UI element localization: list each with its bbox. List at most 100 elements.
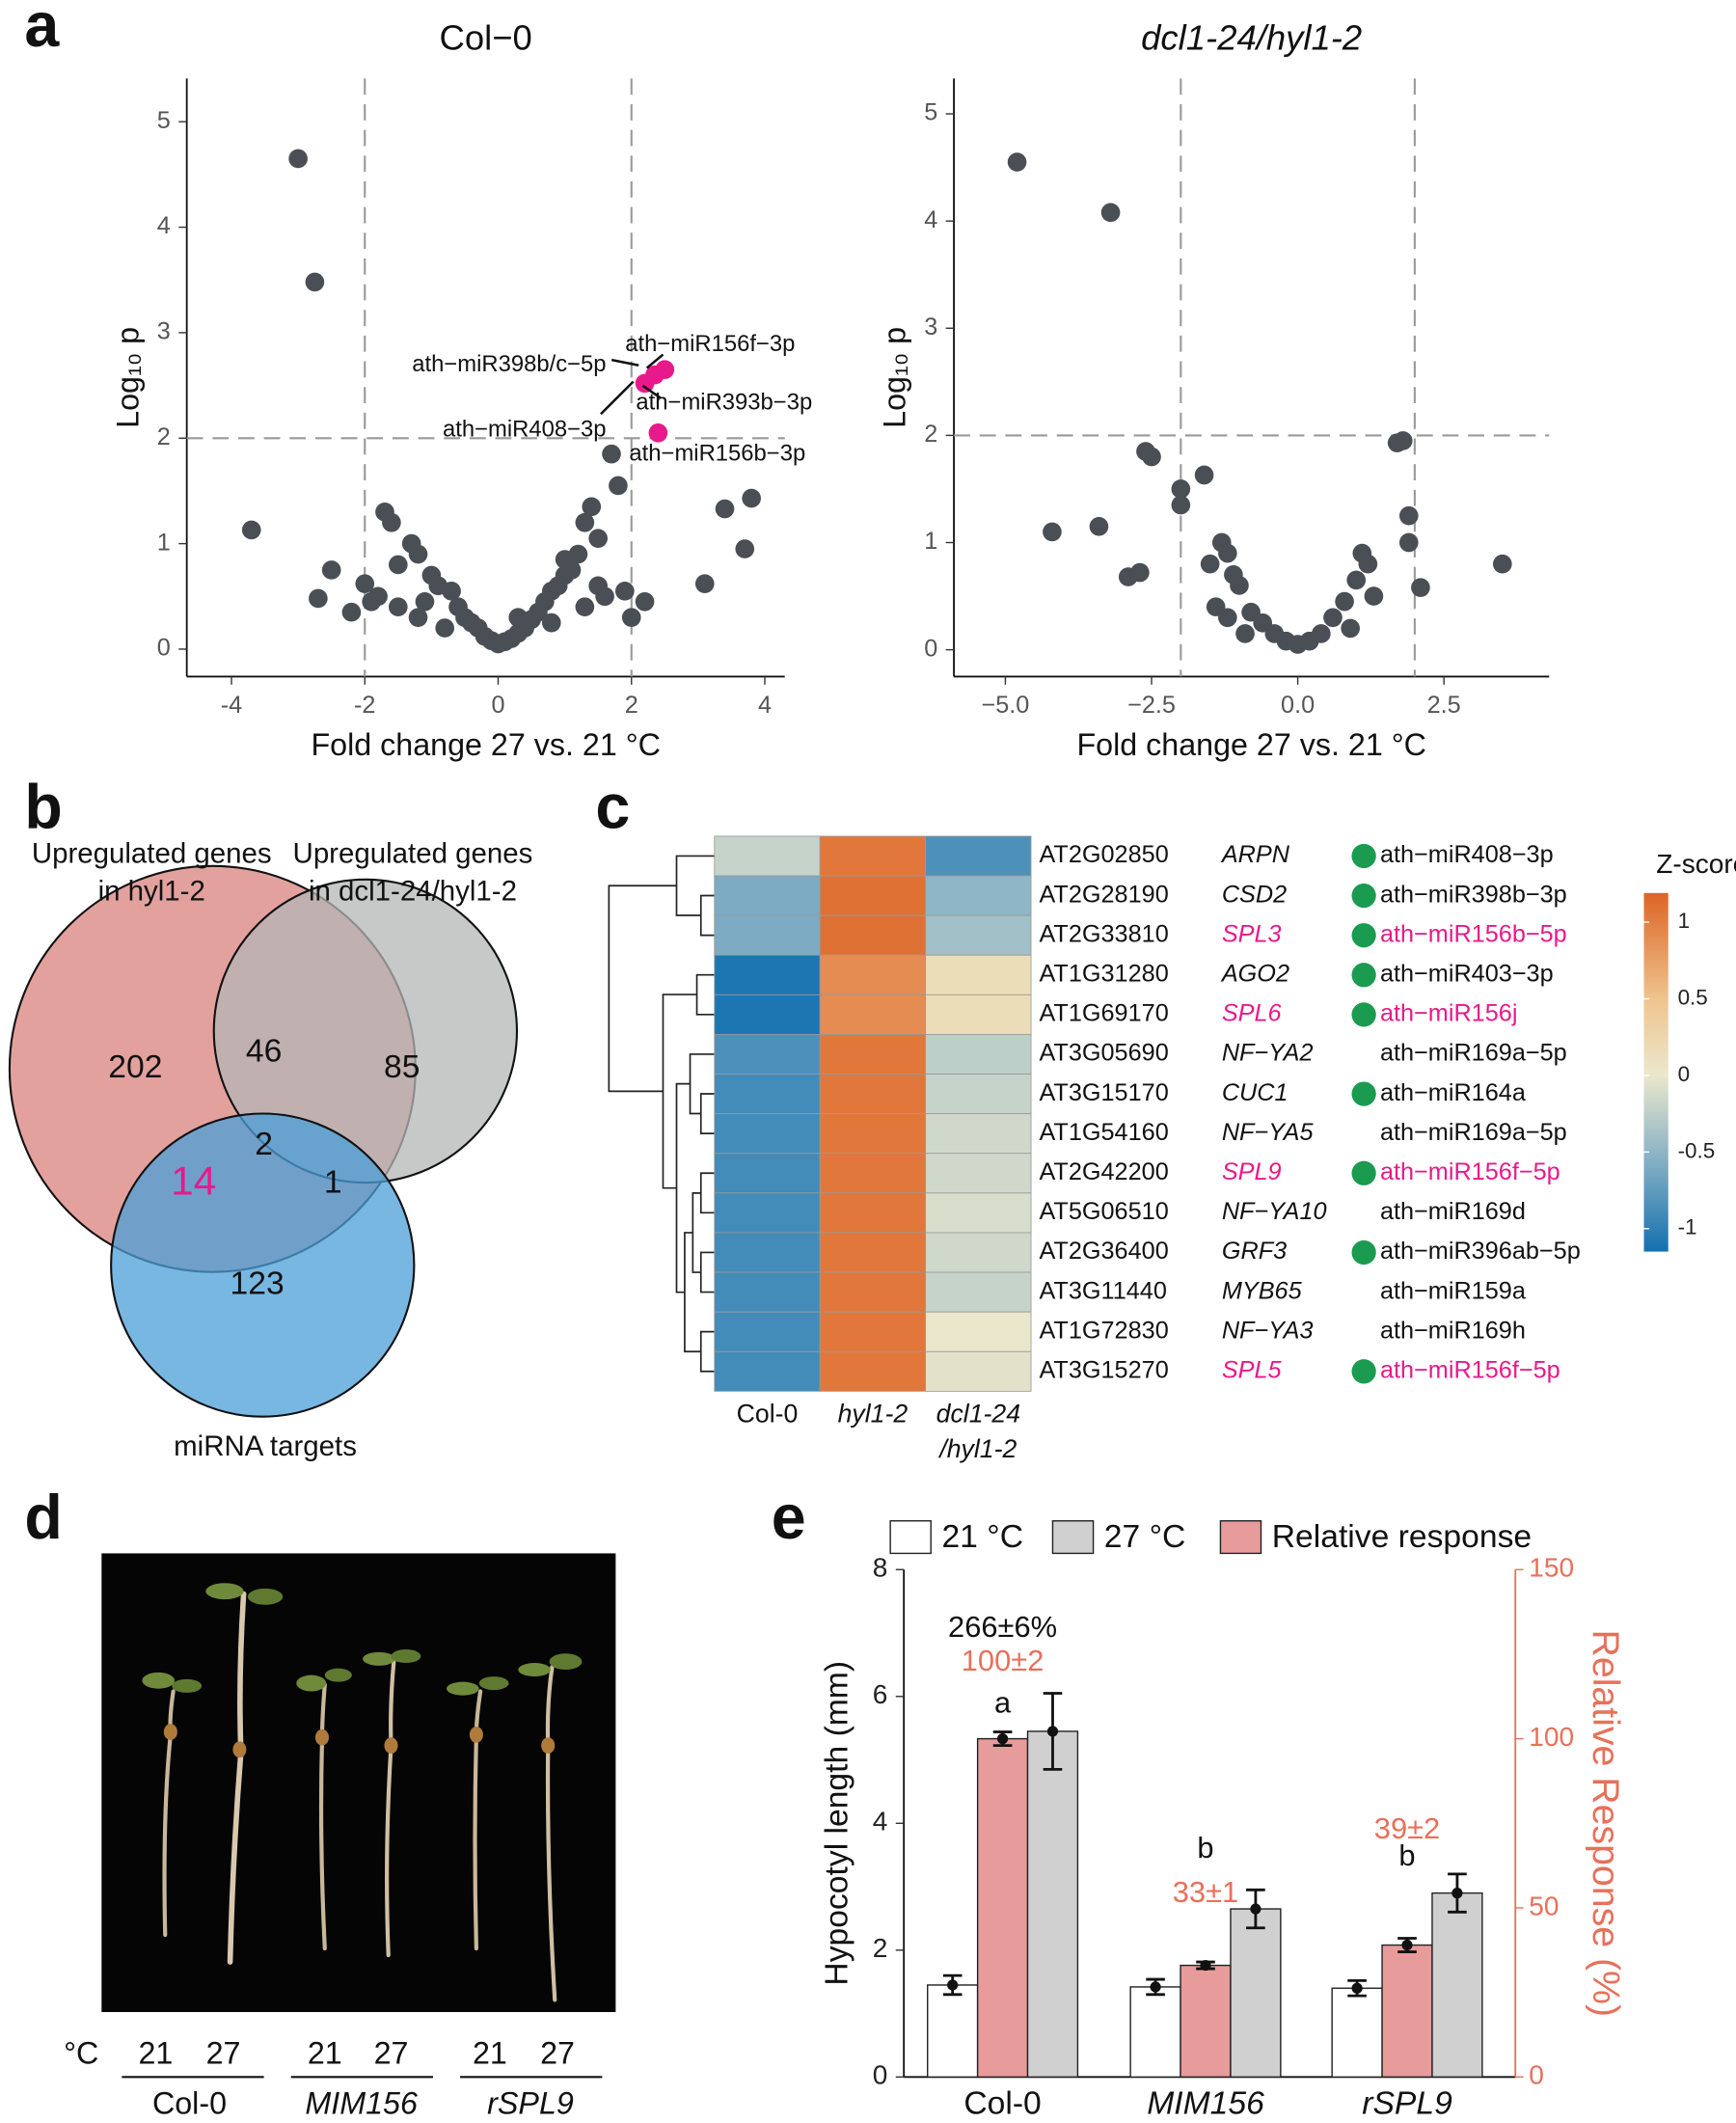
point — [1492, 554, 1512, 574]
temperature-label: 21 — [473, 2035, 507, 2070]
x-tick-label: -2 — [354, 692, 375, 719]
mean-dot — [947, 1979, 959, 1991]
target-dot — [1351, 843, 1376, 869]
heatmap-cell — [925, 993, 1032, 1035]
mean-dot — [1401, 1939, 1413, 1951]
annotation: ath−miR156b−3p — [629, 441, 805, 467]
point — [602, 444, 621, 464]
point — [575, 597, 595, 617]
legend-swatch — [889, 1520, 932, 1555]
y-tick-label: 2 — [924, 421, 937, 448]
point — [388, 597, 408, 617]
heatmap-cell — [714, 993, 821, 1035]
mirna: ath−miR156f−5p — [1380, 1158, 1560, 1185]
gene-name: GRF3 — [1222, 1238, 1287, 1265]
heatmap-cell — [819, 1271, 927, 1313]
heatmap-cell — [819, 1192, 927, 1234]
chart-title: Col−0 — [440, 18, 532, 58]
venn-count: 85 — [384, 1049, 420, 1085]
temperature-label: 27 — [374, 2035, 409, 2070]
legend-label: Relative response — [1272, 1519, 1532, 1555]
colorbar-tick-label: 0.5 — [1678, 985, 1708, 1009]
point — [575, 512, 595, 532]
point — [621, 608, 641, 627]
point — [1346, 570, 1367, 590]
x-tick-label: Col-0 — [963, 2086, 1041, 2122]
heatmap-cell — [714, 875, 821, 916]
venn-count: 123 — [231, 1266, 285, 1302]
point — [1323, 608, 1343, 628]
annotation-arrow — [645, 353, 665, 369]
heatmap-cell — [819, 875, 927, 916]
point — [715, 499, 735, 519]
mirna: ath−miR396ab−5p — [1380, 1238, 1581, 1265]
genotype-label: Col-0 — [152, 2085, 227, 2120]
venn-count: 14 — [171, 1158, 216, 1204]
gene-name: AGO2 — [1220, 960, 1289, 987]
gene-name: SPL9 — [1222, 1158, 1282, 1185]
heatmap-cell — [714, 1192, 821, 1234]
heatmap-cell — [819, 1153, 927, 1194]
colorbar-tick-label: -1 — [1678, 1215, 1697, 1239]
y-tick-label: 0 — [924, 635, 937, 662]
heatmap-cell — [714, 1311, 821, 1352]
point — [368, 586, 388, 607]
y-tick-label: 1 — [157, 529, 171, 556]
point — [305, 272, 325, 292]
y-tick-label: 6 — [873, 1679, 888, 1709]
point — [388, 555, 408, 575]
y2-tick-label: 50 — [1529, 1891, 1559, 1920]
target-dot — [1351, 1160, 1376, 1185]
colorbar-tick-label: -0.5 — [1678, 1138, 1716, 1162]
heatmap-cell — [819, 954, 927, 995]
photo — [101, 1553, 616, 2012]
mean-dot — [996, 1732, 1009, 1745]
point — [1218, 608, 1237, 628]
mean-dot — [1150, 1981, 1161, 1993]
gene-name: ARPN — [1220, 841, 1290, 868]
colorbar-tick-label: 1 — [1678, 909, 1690, 933]
point — [694, 574, 715, 593]
target-dot — [1351, 1002, 1376, 1027]
venn-label: Upregulated genes — [32, 837, 272, 869]
temperature-label: 27 — [540, 2035, 575, 2070]
annotation: ath−miR156f−3p — [625, 331, 795, 357]
point — [1171, 495, 1191, 515]
mirna: ath−miR169a−5p — [1380, 1040, 1567, 1067]
x-tick-label: 2 — [625, 692, 638, 719]
gene-name: NF−YA5 — [1222, 1119, 1315, 1146]
target-dot — [1351, 1081, 1376, 1106]
chart-title: dcl1-24/hyl1-2 — [1141, 18, 1362, 58]
heatmap-cell — [714, 1271, 821, 1313]
gene-name: SPL3 — [1222, 920, 1282, 947]
annotation: 33±1 — [1173, 1875, 1238, 1909]
y2-axis-label: Relative Response (%) — [1585, 1629, 1627, 2017]
point — [1312, 624, 1331, 643]
heatmap-cell — [925, 1153, 1032, 1194]
point — [355, 574, 375, 593]
annotation: 100±2 — [962, 1644, 1044, 1677]
point — [655, 360, 675, 380]
heatmap-cell — [819, 835, 927, 877]
gene-id: AT3G15170 — [1039, 1079, 1168, 1106]
gene-id: AT3G11440 — [1039, 1277, 1166, 1304]
y-tick-label: 0 — [157, 635, 171, 662]
temperature-label: 21 — [138, 2035, 173, 2070]
gene-name: MYB65 — [1222, 1277, 1303, 1304]
target-dot — [1351, 1359, 1376, 1384]
heatmap-cell — [714, 1034, 821, 1075]
point — [1235, 624, 1255, 643]
temperature-label: 27 — [206, 2035, 241, 2070]
point — [1411, 578, 1430, 597]
mean-dot — [1046, 1726, 1059, 1737]
heatmap-cell — [714, 835, 821, 877]
point — [1089, 517, 1109, 536]
mirna: ath−miR159a — [1380, 1277, 1527, 1304]
x-axis-label: Fold change 27 vs. 21 °C — [311, 727, 660, 762]
bar — [1381, 1944, 1433, 2079]
point — [1171, 479, 1191, 499]
point — [382, 512, 401, 532]
point — [1130, 562, 1150, 583]
heatmap-cell — [925, 1074, 1032, 1115]
heatmap-cell — [714, 954, 821, 995]
